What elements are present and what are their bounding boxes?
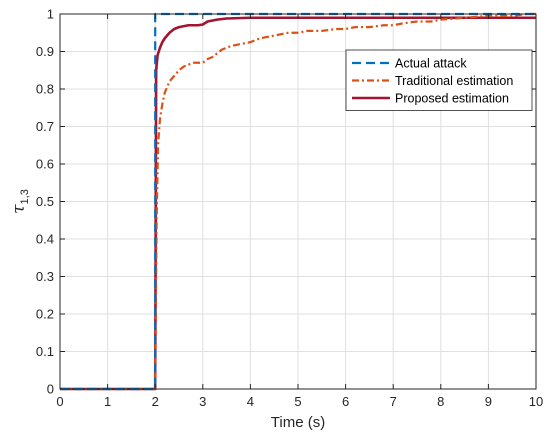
ticks: 0 1 2 3 4 5 6 7 8 9 10 0 0.1 0.2 0.3 0.4 0.5 0.6 0.7 0.8 0.9… — [36, 7, 543, 410]
x-tick-label: 7 — [390, 394, 397, 409]
x-tick-label: 5 — [294, 394, 301, 409]
y-tick-label: 0.2 — [36, 307, 54, 322]
y-tick-label: 1 — [47, 7, 54, 22]
x-tick-label: 6 — [342, 394, 349, 409]
legend: Actual attack Traditional estimation Propo… — [345, 49, 533, 111]
x-tick-label: 4 — [247, 394, 254, 409]
x-tick-label: 3 — [199, 394, 206, 409]
x-tick-label: 0 — [56, 394, 63, 409]
x-tick-label: 2 — [152, 394, 159, 409]
y-axis-label: τ1,3 — [9, 189, 31, 214]
y-tick-label: 0.5 — [36, 194, 54, 209]
legend-label: Actual attack — [395, 57, 467, 71]
y-tick-label: 0.6 — [36, 157, 54, 172]
y-axis-label-subscript: 1,3 — [19, 189, 31, 204]
x-tick-label: 1 — [104, 394, 111, 409]
legend-label: Traditional estimation — [395, 74, 513, 88]
y-axis-label-main: τ — [9, 204, 29, 214]
y-tick-label: 0.8 — [36, 82, 54, 97]
y-tick-label: 0 — [47, 382, 54, 397]
y-tick-label: 0.3 — [36, 269, 54, 284]
y-tick-label: 0.4 — [36, 232, 54, 247]
series-line-2 — [60, 16, 536, 391]
y-tick-label: 0.9 — [36, 44, 54, 59]
x-tick-label: 9 — [485, 394, 492, 409]
series-line-1 — [60, 12, 536, 391]
x-axis-label: Time (s) — [271, 414, 325, 431]
y-tick-label: 0.1 — [36, 344, 54, 359]
x-tick-label: 10 — [529, 394, 543, 409]
legend-label: Proposed estimation — [395, 92, 509, 106]
y-tick-label: 0.7 — [36, 119, 54, 134]
x-tick-label: 8 — [437, 394, 444, 409]
